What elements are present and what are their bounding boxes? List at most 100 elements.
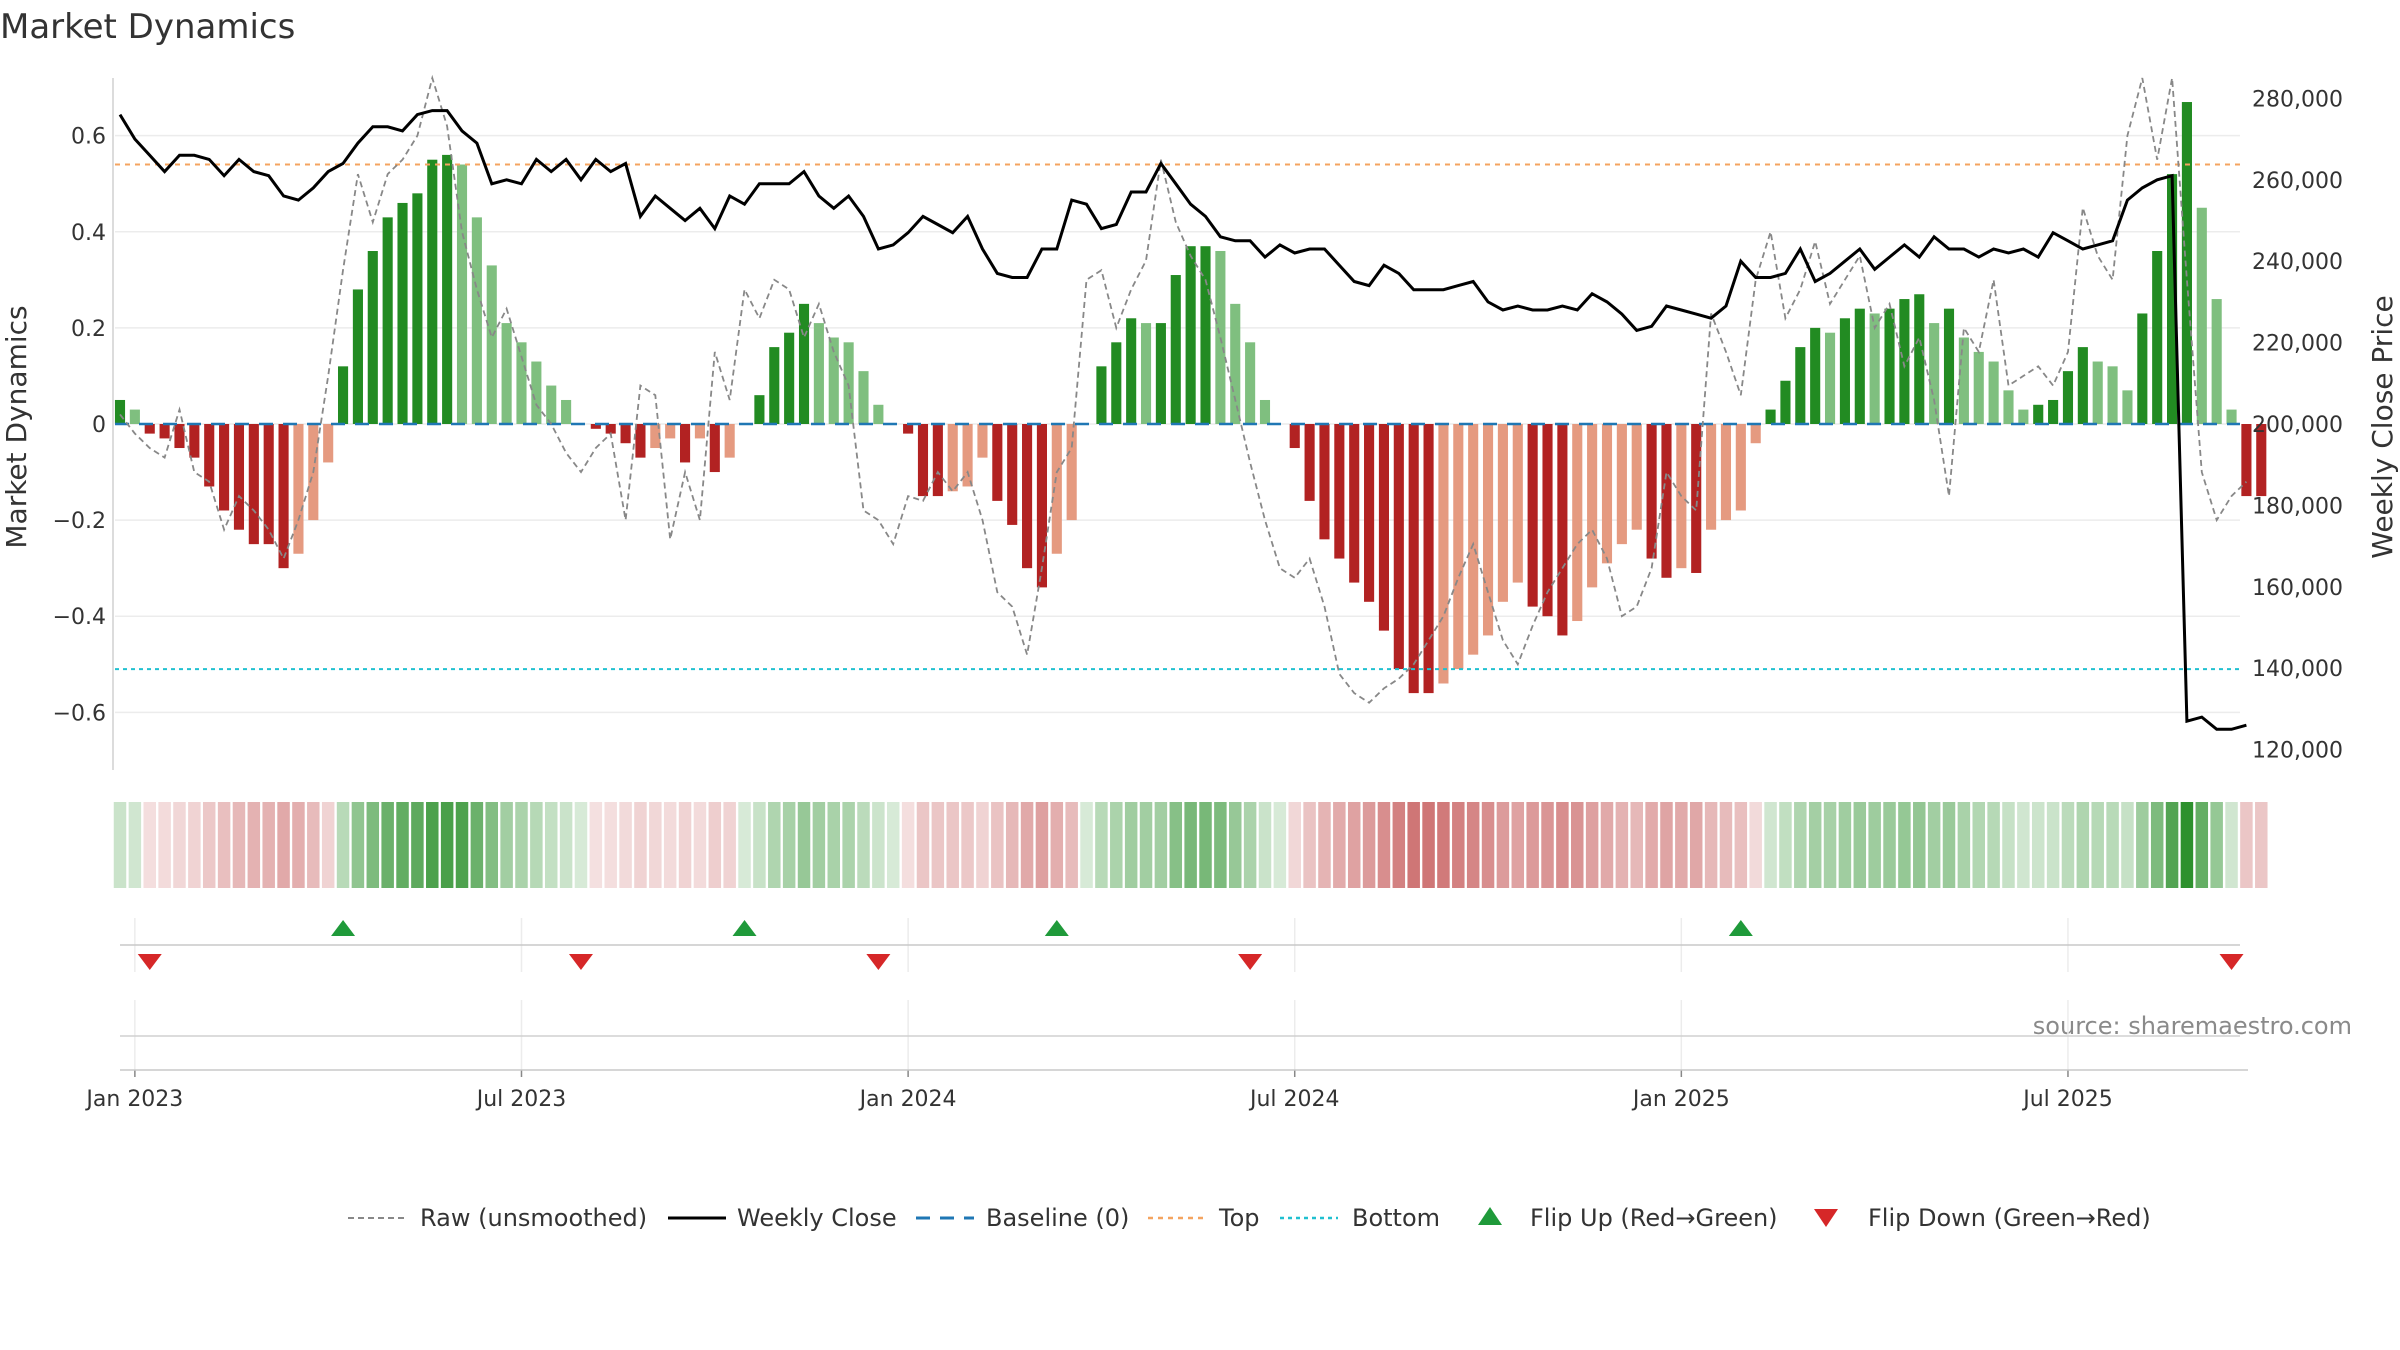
strip-cell xyxy=(2046,802,2060,888)
dynamics-bar xyxy=(1200,246,1211,424)
strip-cell xyxy=(1749,802,1762,888)
strip-cell xyxy=(619,802,632,888)
dynamics-bar xyxy=(516,342,527,424)
y-tick-right: 260,000 xyxy=(2252,169,2343,194)
dynamics-bar xyxy=(992,424,1003,501)
dynamics-bar xyxy=(1810,327,1821,424)
dynamics-bar xyxy=(932,424,943,497)
y-tick-right: 200,000 xyxy=(2252,413,2343,438)
strip-cell xyxy=(1571,802,1584,888)
dynamics-bar xyxy=(1988,361,1999,424)
strip-cell xyxy=(1556,802,1569,888)
dynamics-bar xyxy=(1542,424,1553,617)
strip-cell xyxy=(336,802,350,888)
dynamics-bar xyxy=(1765,409,1776,424)
dynamics-bar xyxy=(501,323,512,424)
strip-cell xyxy=(2136,802,2149,888)
y-tick-right: 220,000 xyxy=(2252,332,2343,357)
dynamics-bar xyxy=(1096,366,1107,424)
strip-cell xyxy=(1169,802,1183,888)
strip-cell xyxy=(1080,802,1093,888)
x-tick-label: Jul 2025 xyxy=(2021,1087,2113,1112)
strip-cell xyxy=(1972,802,1985,888)
x-tick-label: Jul 2024 xyxy=(1248,1087,1340,1112)
dynamics-bar xyxy=(382,217,393,424)
dynamics-bar xyxy=(397,202,408,424)
flip-up-marker xyxy=(732,920,757,936)
dynamics-bar xyxy=(1706,424,1717,530)
dynamics-bar xyxy=(1468,424,1479,655)
dynamics-bar xyxy=(1839,318,1850,424)
strip-cell xyxy=(961,802,974,888)
dynamics-bar xyxy=(1661,424,1672,578)
dynamics-bar xyxy=(1007,424,1018,525)
strip-cell xyxy=(872,802,885,888)
flip-down-marker xyxy=(137,954,162,970)
dynamics-bar xyxy=(1943,308,1955,424)
dynamics-bar xyxy=(903,424,914,434)
strip-cell xyxy=(842,802,855,888)
strip-cell xyxy=(1794,802,1807,888)
dynamics-bar xyxy=(1036,424,1047,588)
dynamics-bar xyxy=(1973,351,1984,424)
strip-cell xyxy=(1481,802,1495,888)
dynamics-bar xyxy=(1958,337,1969,424)
strip-cell xyxy=(351,802,365,888)
dynamics-bar xyxy=(1378,424,1390,631)
dynamics-bar xyxy=(1126,318,1137,424)
dynamics-bar xyxy=(858,371,869,424)
strip-cell xyxy=(143,802,156,888)
strip-cell xyxy=(262,802,275,888)
dynamics-bar xyxy=(1319,424,1330,540)
y-tick-left: −0.6 xyxy=(53,701,106,726)
strip-cell xyxy=(396,802,409,888)
x-tick-label: Jan 2023 xyxy=(84,1087,183,1112)
dynamics-bar xyxy=(694,424,705,439)
legend-label: Baseline (0) xyxy=(986,1204,1129,1232)
dynamics-bar xyxy=(2226,409,2237,424)
flip-down-marker xyxy=(1238,954,1263,970)
strip-cell xyxy=(797,802,811,888)
strip-cell xyxy=(2121,802,2134,888)
y-axis-left-title: Market Dynamics xyxy=(0,305,33,548)
strip-cell xyxy=(2106,802,2119,888)
strip-cell xyxy=(2150,802,2164,888)
dynamics-bar xyxy=(2107,366,2118,424)
dynamics-bar xyxy=(1438,424,1449,684)
y-tick-right: 160,000 xyxy=(2252,576,2343,601)
dynamics-bar xyxy=(947,424,958,492)
dynamics-bar xyxy=(561,399,572,424)
y-tick-left: 0.4 xyxy=(71,221,106,246)
strip-cell xyxy=(663,802,677,888)
y-tick-left: −0.2 xyxy=(53,509,106,534)
y-tick-right: 280,000 xyxy=(2252,87,2343,112)
dynamics-bar xyxy=(680,424,691,463)
dynamics-bar xyxy=(843,342,854,424)
dynamics-bar xyxy=(1245,342,1256,424)
dynamics-bar xyxy=(486,265,497,424)
dynamics-bar xyxy=(962,424,973,487)
strip-cell xyxy=(2091,802,2104,888)
strip-cell xyxy=(1139,802,1153,888)
strip-cell xyxy=(1689,802,1703,888)
y-tick-right: 140,000 xyxy=(2252,657,2343,682)
strip-cell xyxy=(1422,802,1435,888)
dynamics-bar xyxy=(337,366,349,424)
dynamics-bar xyxy=(1497,424,1508,602)
strip-cell xyxy=(1511,802,1525,888)
dynamics-bars xyxy=(114,102,2267,694)
dynamics-bar xyxy=(635,424,646,458)
strip-cell xyxy=(693,802,707,888)
legend-label: Flip Down (Green→Red) xyxy=(1868,1204,2151,1232)
dynamics-bar xyxy=(1795,347,1806,424)
strip-cell xyxy=(500,802,513,888)
dynamics-bar xyxy=(159,424,170,439)
y-tick-left: 0 xyxy=(92,413,106,438)
strip-cell xyxy=(485,802,498,888)
dynamics-bar xyxy=(427,159,438,424)
dynamics-bar xyxy=(233,424,245,530)
dynamics-bar xyxy=(531,361,542,424)
dynamics-bar xyxy=(1140,323,1152,424)
dynamics-bar xyxy=(1631,424,1642,530)
dynamics-bar xyxy=(2018,409,2029,424)
